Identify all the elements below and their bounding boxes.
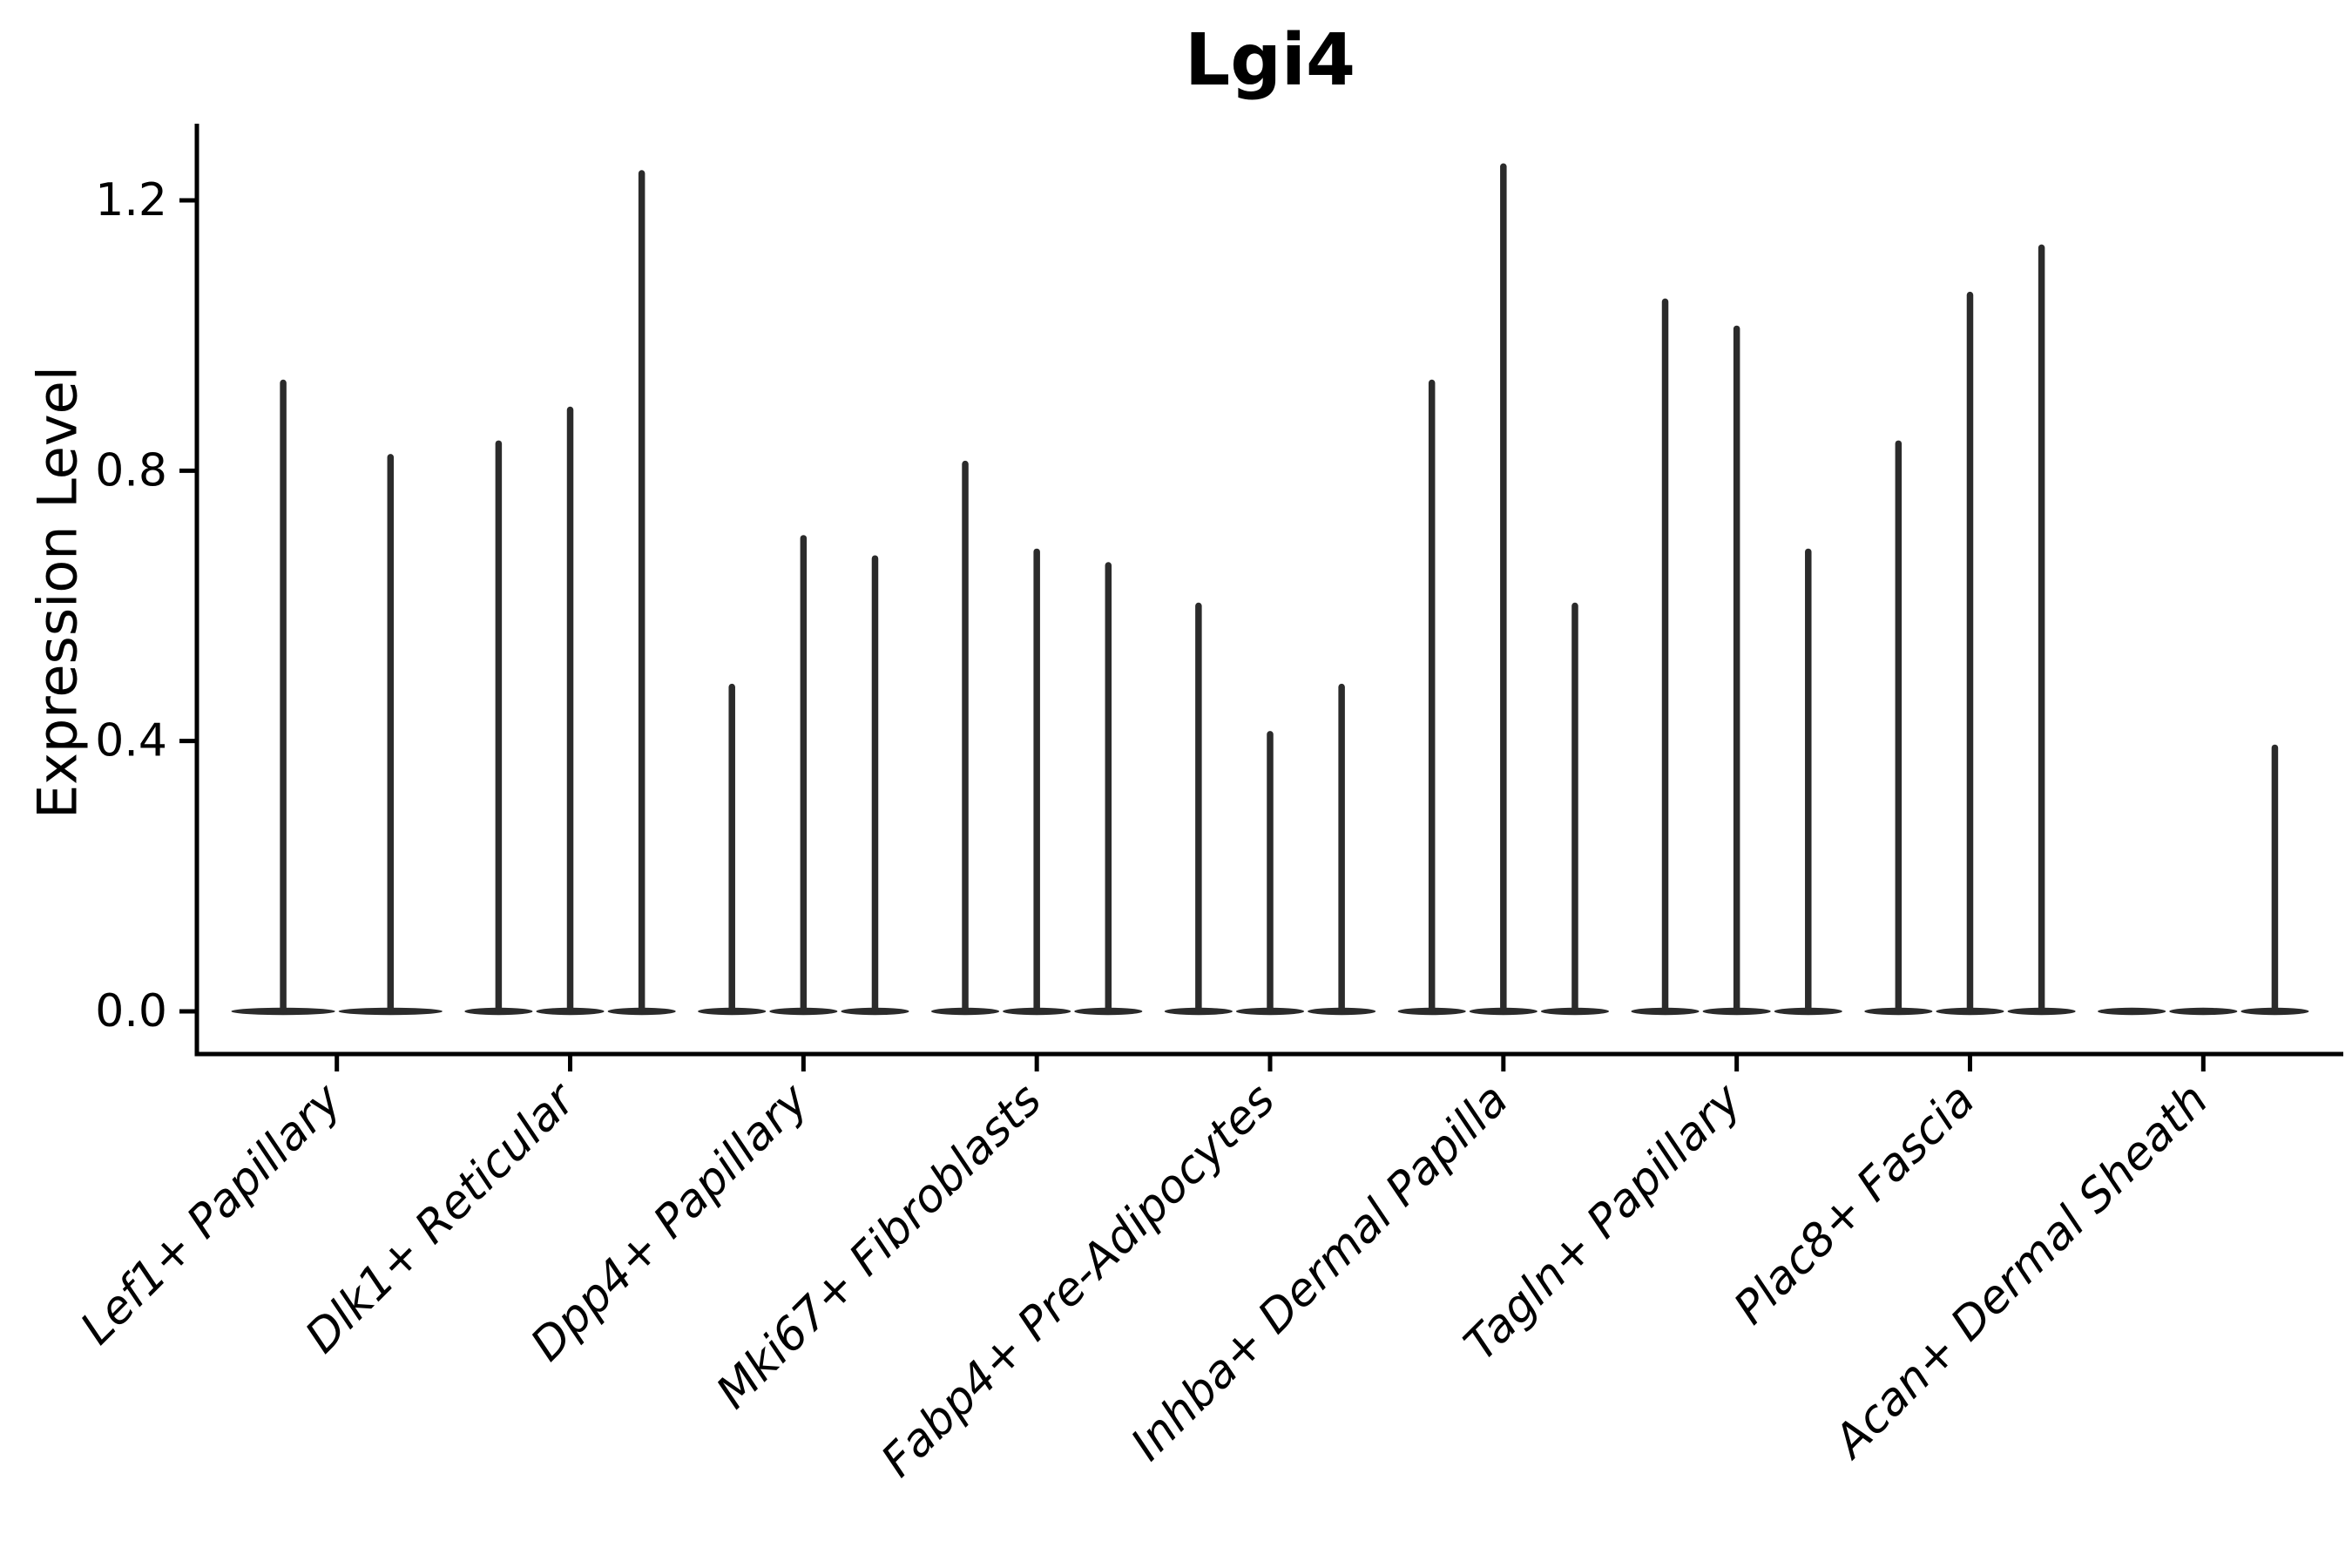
y-tick-label: 0.4 — [95, 715, 167, 767]
x-category-label: Plac8+ Fascia — [1724, 1074, 1984, 1335]
chart-title: Lgi4 — [1184, 19, 1356, 102]
violin-base — [2098, 1007, 2166, 1016]
y-tick-label: 1.2 — [95, 174, 167, 226]
x-category-label: Fabp4+ Pre-Adipocytes — [872, 1074, 1286, 1488]
x-category-label: Inhba+ Dermal Papilla — [1121, 1074, 1518, 1471]
y-tick-label: 0.0 — [95, 985, 167, 1037]
violin-base — [2169, 1007, 2238, 1016]
x-category-label: Acan+ Dermal Sheath — [1822, 1074, 2218, 1470]
y-tick-label: 0.8 — [95, 444, 167, 497]
